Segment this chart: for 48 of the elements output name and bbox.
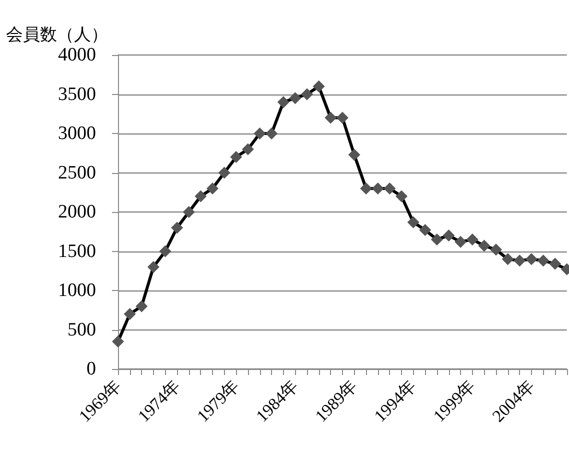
point (277, 96, 290, 108)
y-tick-label: 3000 (58, 123, 96, 144)
point (194, 190, 207, 202)
point (147, 260, 160, 273)
point (289, 92, 302, 104)
point (454, 236, 467, 248)
point (336, 112, 348, 124)
point (537, 254, 550, 267)
point (407, 216, 420, 228)
point (230, 151, 242, 164)
y-tick-label: 2500 (58, 162, 96, 184)
point (136, 300, 148, 312)
point (159, 245, 172, 258)
point (372, 182, 384, 194)
y-tick-label: 500 (68, 319, 96, 340)
point (182, 206, 195, 218)
point (360, 182, 372, 194)
point (502, 253, 514, 266)
y-tick-label: 1000 (58, 280, 96, 301)
point (124, 308, 136, 320)
y-axis-title: 会員数（人） (6, 25, 108, 44)
point (171, 222, 184, 234)
point (384, 182, 396, 194)
y-tick-label: 4000 (58, 44, 96, 66)
y-tick-label: 0 (86, 358, 96, 380)
point (525, 253, 538, 266)
point (312, 80, 325, 92)
point (112, 336, 124, 348)
point (348, 148, 360, 161)
point (396, 190, 408, 202)
point (218, 166, 230, 179)
point (324, 112, 337, 124)
point (442, 230, 455, 242)
y-tick-label: 3500 (58, 84, 96, 105)
point (466, 233, 478, 246)
point (254, 128, 266, 140)
point (419, 224, 432, 236)
point (490, 244, 502, 256)
y-tick-label: 1500 (58, 240, 96, 262)
point (430, 233, 443, 246)
point (514, 254, 526, 267)
point (266, 128, 278, 140)
point (549, 258, 562, 270)
point (478, 240, 490, 252)
y-tick-label: 2000 (58, 202, 96, 222)
point (242, 143, 254, 156)
point (206, 182, 218, 194)
point (301, 88, 313, 100)
